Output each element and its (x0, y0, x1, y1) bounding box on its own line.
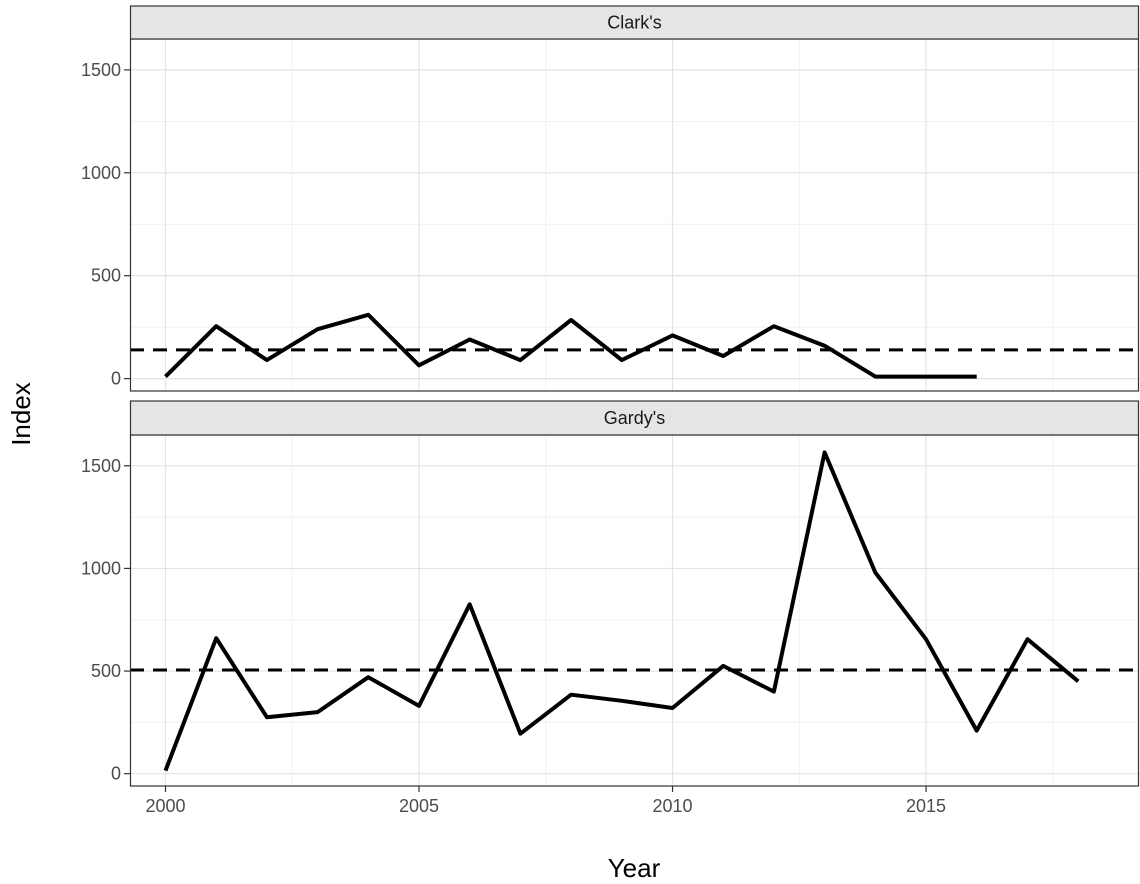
x-tick-label: 2000 (145, 796, 185, 816)
x-tick-label: 2010 (653, 796, 693, 816)
facet-panel-2: Gardy's 0 500 1000 1500 2000 2005 2010 2015 (81, 400, 1140, 816)
x-tick-label: 2005 (399, 796, 439, 816)
y-tick-label: 500 (91, 661, 121, 681)
y-tick-label: 0 (111, 764, 121, 784)
panel-background (130, 39, 1139, 391)
y-tick-label: 1000 (81, 163, 121, 183)
y-tick-label: 500 (91, 266, 121, 286)
y-tick-label: 1500 (81, 60, 121, 80)
facet-strip (129, 5, 1140, 40)
x-tick-label: 2015 (906, 796, 946, 816)
facet-strip-label: Clark's (607, 13, 661, 33)
y-tick-label: 1000 (81, 558, 121, 578)
facet-strip-label: Gardy's (604, 408, 665, 428)
y-tick-label: 0 (111, 369, 121, 389)
facet-strip (129, 400, 1140, 436)
panel-background (130, 435, 1139, 786)
y-axis-title: Index (6, 382, 36, 446)
x-axis-title: Year (608, 853, 661, 883)
panels-layer: Clark's 0 500 1000 1500 Gardy's 0 500 1000 1500 20… (81, 5, 1140, 816)
facet-panel-1: Clark's 0 500 1000 1500 (81, 5, 1140, 392)
y-tick-label: 1500 (81, 456, 121, 476)
